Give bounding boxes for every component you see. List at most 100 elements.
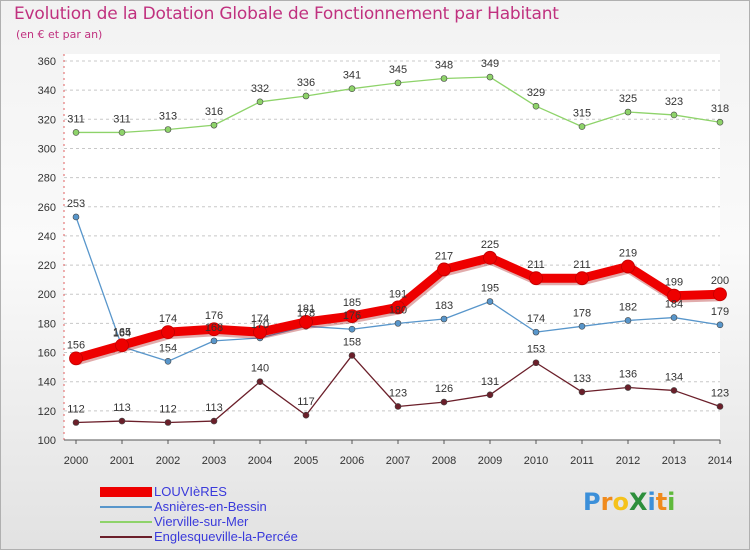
- data-point: [394, 320, 402, 327]
- data-point: [345, 309, 359, 323]
- data-label: 348: [435, 59, 453, 71]
- data-point: [624, 317, 632, 324]
- y-tick-label: 140: [38, 377, 56, 389]
- data-point: [483, 250, 497, 265]
- data-label: 168: [205, 322, 223, 334]
- logo-letter: o: [612, 488, 629, 516]
- data-point: [486, 298, 494, 305]
- data-label: 134: [665, 371, 683, 383]
- data-label: 136: [619, 369, 637, 381]
- y-tick-label: 220: [38, 260, 56, 272]
- data-label: 170: [251, 319, 269, 331]
- logo-letter: i: [667, 488, 676, 516]
- y-tick-label: 100: [38, 435, 56, 447]
- data-point: [716, 403, 724, 410]
- data-point: [716, 118, 724, 126]
- data-label: 174: [159, 313, 177, 325]
- data-point: [670, 111, 678, 119]
- y-tick-label: 200: [38, 289, 56, 301]
- data-label: 180: [389, 304, 407, 316]
- data-point: [299, 315, 313, 329]
- data-point: [348, 85, 356, 92]
- x-tick-label: 2001: [110, 455, 134, 467]
- x-tick-label: 2005: [294, 455, 318, 467]
- x-tick-label: 2014: [708, 455, 732, 467]
- data-label: 112: [159, 404, 177, 416]
- x-tick-label: 2006: [340, 455, 364, 467]
- data-label: 329: [527, 87, 545, 99]
- y-tick-label: 360: [38, 56, 56, 68]
- y-tick-label: 120: [38, 406, 56, 418]
- data-label: 311: [113, 113, 131, 125]
- data-label: 113: [205, 402, 223, 414]
- data-point: [210, 121, 218, 129]
- data-point: [394, 79, 402, 87]
- x-tick-label: 2010: [524, 455, 548, 467]
- data-label: 225: [481, 239, 499, 251]
- data-point: [670, 387, 678, 394]
- data-point: [532, 328, 540, 336]
- data-label: 133: [573, 373, 591, 385]
- data-label: 195: [481, 283, 499, 295]
- data-point: [624, 384, 632, 391]
- x-tick-label: 2009: [478, 455, 502, 467]
- data-label: 332: [251, 83, 269, 95]
- data-point: [164, 357, 172, 365]
- legend-label: LOUVIèRES: [154, 484, 227, 499]
- data-label: 182: [619, 301, 637, 313]
- x-tick-label: 2003: [202, 455, 226, 467]
- data-label: 313: [159, 111, 177, 123]
- data-label: 178: [573, 307, 591, 319]
- data-label: 211: [527, 259, 545, 271]
- data-point: [72, 419, 80, 426]
- chart-title: Evolution de la Dotation Globale de Fonc…: [14, 4, 559, 24]
- data-label: 183: [435, 300, 453, 312]
- legend-swatch: [100, 487, 152, 497]
- data-point: [667, 288, 681, 303]
- data-point: [391, 300, 405, 315]
- data-label: 131: [481, 376, 499, 388]
- data-point: [578, 123, 586, 130]
- data-label: 153: [527, 344, 545, 356]
- data-point: [394, 403, 402, 410]
- data-point: [621, 259, 635, 274]
- x-tick-label: 2000: [64, 455, 88, 467]
- data-point: [716, 321, 724, 329]
- data-label: 316: [205, 106, 223, 118]
- data-label: 341: [343, 70, 361, 82]
- data-point: [161, 325, 175, 340]
- data-label: 191: [389, 288, 407, 300]
- data-point: [713, 287, 727, 302]
- data-point: [115, 338, 129, 353]
- data-label: 336: [297, 77, 315, 89]
- data-point: [118, 129, 126, 136]
- data-label: 253: [67, 198, 85, 210]
- legend-swatch: [100, 521, 152, 523]
- data-point: [440, 315, 448, 323]
- y-tick-label: 180: [38, 318, 56, 330]
- data-label: 117: [297, 396, 315, 408]
- legend-swatch: [100, 506, 152, 508]
- data-point: [348, 325, 356, 333]
- data-label: 219: [619, 248, 637, 260]
- data-label: 176: [343, 310, 361, 322]
- data-label: 174: [527, 313, 545, 325]
- y-tick-label: 260: [38, 202, 56, 214]
- logo-letter: t: [655, 488, 668, 516]
- data-point: [486, 391, 494, 399]
- legend-label: Englesqueville-la-Percée: [154, 529, 298, 544]
- data-point: [532, 102, 540, 110]
- x-tick-label: 2007: [386, 455, 410, 467]
- data-point: [529, 271, 543, 286]
- data-label: 349: [481, 58, 499, 70]
- data-label: 199: [665, 277, 683, 289]
- data-label: 123: [711, 387, 729, 399]
- data-label: 181: [297, 303, 315, 315]
- data-label: 126: [435, 383, 453, 395]
- data-point: [440, 75, 448, 82]
- y-tick-label: 340: [38, 85, 56, 97]
- data-point: [210, 417, 218, 425]
- data-point: [624, 108, 632, 116]
- data-label: 123: [389, 387, 407, 399]
